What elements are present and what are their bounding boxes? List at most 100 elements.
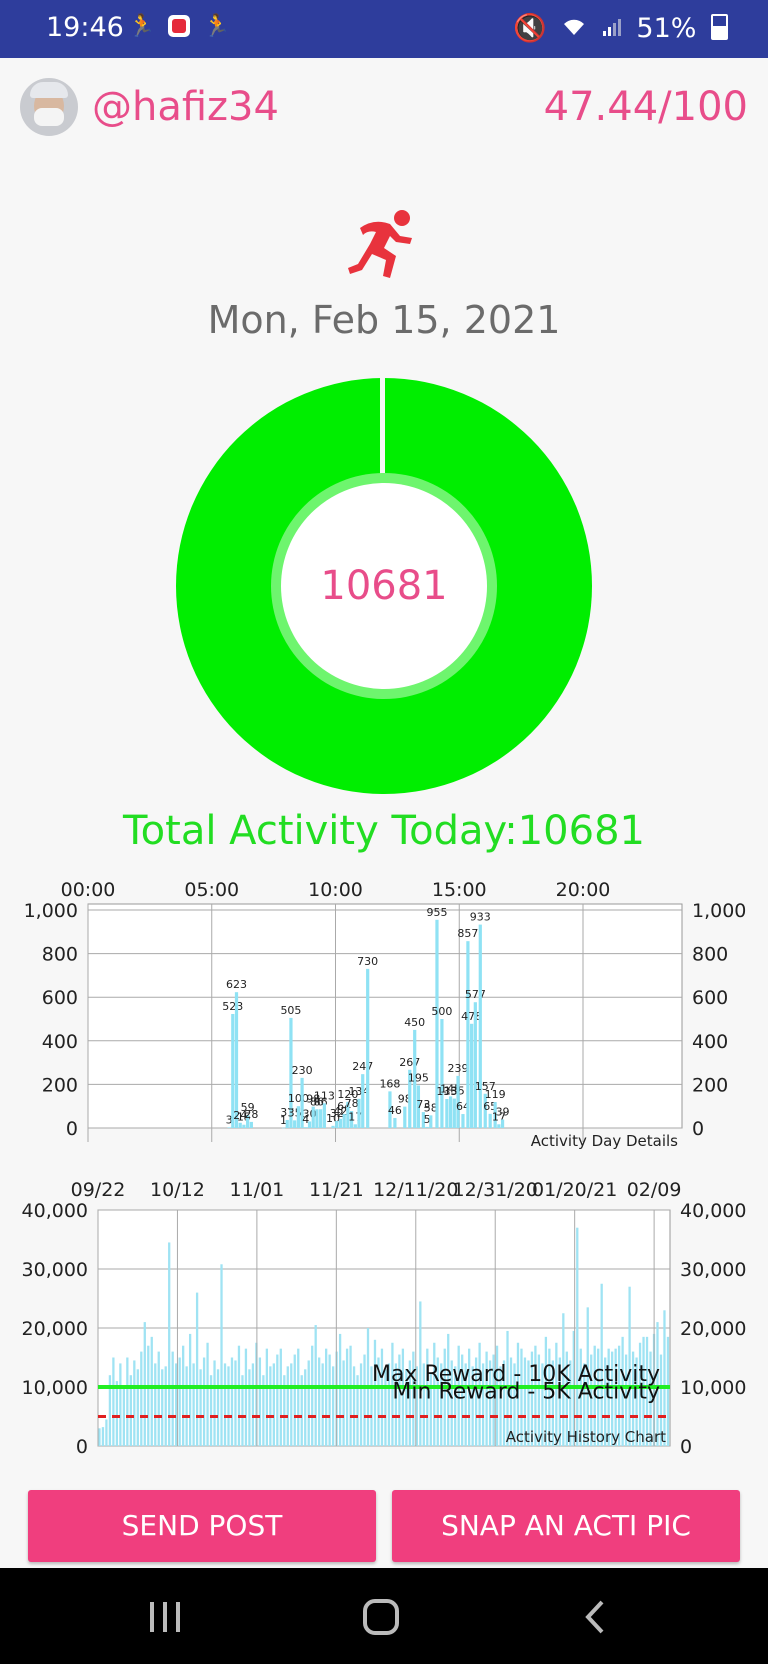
- day-chart-svg: 1,000 1,000 800 800 600 600 400 400 200 200 0 0 00:0…: [24, 879, 747, 1150]
- bar: [607, 1348, 610, 1446]
- bar: [468, 1348, 471, 1446]
- bar: [495, 1345, 499, 1446]
- bar: [611, 1351, 614, 1446]
- username[interactable]: @hafiz34: [92, 84, 279, 130]
- data-label: 247: [352, 1060, 373, 1073]
- data-label: 955: [426, 906, 447, 919]
- bar: [604, 1357, 607, 1446]
- x-tick-label: 20:00: [556, 879, 611, 901]
- bar: [357, 1098, 361, 1128]
- bar: [401, 1348, 405, 1446]
- back-icon[interactable]: [584, 1600, 606, 1634]
- bar: [478, 924, 482, 1128]
- y-tick-label: 200: [692, 1074, 728, 1096]
- bar: [356, 1375, 359, 1446]
- bar: [164, 1366, 167, 1446]
- x-tick-label: 12/11/20: [373, 1179, 458, 1201]
- bar: [328, 1354, 331, 1446]
- bar: [112, 1357, 115, 1446]
- bar: [527, 1360, 530, 1446]
- snap-pic-button[interactable]: SNAP AN ACTI PIC: [392, 1490, 740, 1562]
- bar: [513, 1363, 516, 1446]
- bar: [286, 1366, 289, 1446]
- bar: [520, 1348, 523, 1446]
- bar: [238, 1122, 242, 1128]
- recent-apps-icon[interactable]: [148, 1600, 182, 1634]
- bar: [373, 1339, 377, 1446]
- bar: [656, 1322, 659, 1446]
- bar: [311, 1106, 315, 1128]
- bar: [293, 1354, 296, 1446]
- bar: [281, 1127, 286, 1129]
- bar: [338, 1118, 343, 1128]
- bar: [562, 1313, 565, 1446]
- bar: [108, 1375, 112, 1446]
- bar: [488, 1360, 492, 1446]
- bar: [415, 1366, 418, 1446]
- data-label: 267: [399, 1056, 420, 1069]
- bar: [579, 1348, 582, 1446]
- bar: [122, 1387, 126, 1446]
- bar: [119, 1363, 122, 1446]
- x-tick-label: 12/31/20: [453, 1179, 538, 1201]
- bar: [422, 1363, 425, 1446]
- bar: [583, 1363, 586, 1446]
- bar: [388, 1091, 392, 1128]
- bar: [192, 1363, 195, 1446]
- bar: [370, 1366, 373, 1446]
- donut-value: 10681: [320, 563, 448, 609]
- data-label: 58: [424, 1101, 438, 1114]
- x-tick-label: 01/20/21: [532, 1179, 617, 1201]
- chart-annotation: Activity Day Details: [531, 1132, 678, 1150]
- bar: [659, 1354, 663, 1446]
- bar: [325, 1348, 328, 1446]
- bar: [478, 1342, 481, 1446]
- donut-gap: [380, 378, 385, 488]
- bar: [481, 1363, 485, 1446]
- bar: [352, 1366, 356, 1446]
- bar: [426, 1348, 429, 1446]
- bar: [98, 1428, 101, 1446]
- bar: [483, 1093, 487, 1128]
- data-label: 523: [222, 1000, 243, 1013]
- send-post-button[interactable]: SEND POST: [28, 1490, 376, 1562]
- data-label: 3: [226, 1113, 233, 1126]
- x-tick-label: 00:00: [61, 879, 116, 901]
- bar: [523, 1357, 527, 1446]
- bar: [318, 1357, 321, 1446]
- x-tick-label: 11/01: [230, 1179, 285, 1201]
- bar: [136, 1369, 139, 1446]
- bar: [516, 1342, 520, 1446]
- bar: [638, 1342, 642, 1446]
- x-tick-label: 05:00: [184, 879, 239, 901]
- bar: [436, 1357, 439, 1446]
- bar: [115, 1381, 119, 1446]
- bar: [464, 1363, 467, 1446]
- bar: [289, 1017, 293, 1128]
- bar: [617, 1345, 621, 1446]
- bar: [140, 1351, 143, 1446]
- bar: [276, 1354, 279, 1446]
- bar: [534, 1345, 537, 1446]
- data-label: 24: [233, 1109, 247, 1122]
- y-tick-label: 20,000: [22, 1318, 88, 1340]
- donut-hole: [281, 483, 487, 689]
- data-label: 119: [485, 1088, 506, 1101]
- bar: [307, 1360, 310, 1446]
- bar: [311, 1345, 314, 1446]
- home-icon[interactable]: [362, 1598, 400, 1636]
- bar: [195, 1292, 199, 1446]
- bar: [593, 1345, 596, 1446]
- data-label: 73: [416, 1098, 430, 1111]
- bar: [663, 1310, 666, 1446]
- bar: [150, 1336, 153, 1446]
- data-label: 28: [244, 1108, 258, 1121]
- bar: [359, 1363, 363, 1446]
- bar: [635, 1357, 638, 1446]
- bar: [544, 1336, 548, 1446]
- avatar[interactable]: [20, 78, 78, 136]
- runner-icon: [346, 208, 422, 284]
- bar: [322, 1103, 326, 1128]
- bar: [440, 1019, 444, 1128]
- total-activity-label: Total Activity Today:10681: [123, 808, 645, 854]
